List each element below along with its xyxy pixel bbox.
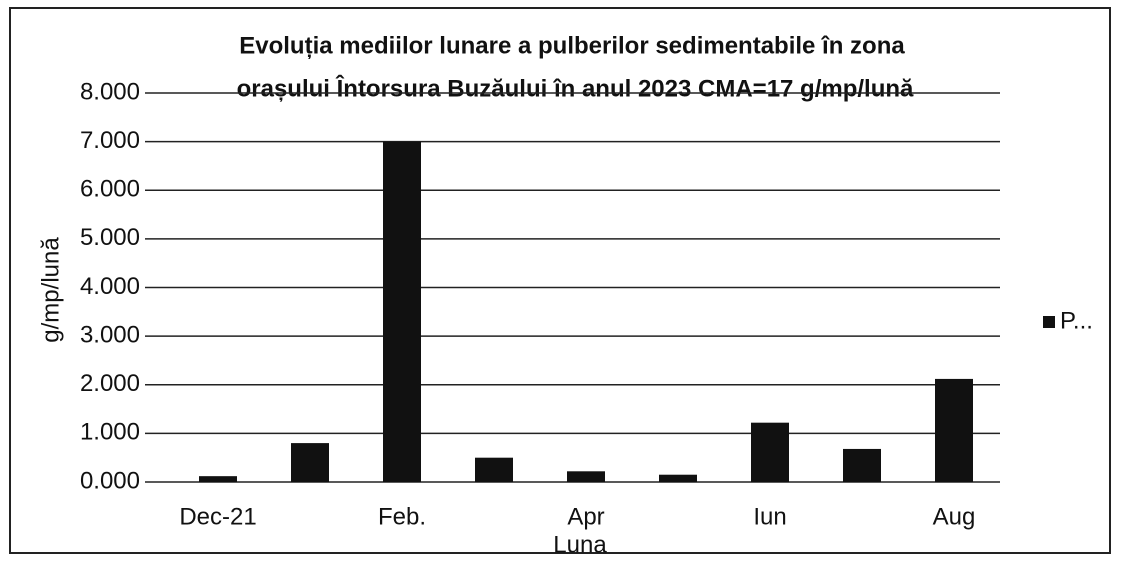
bar	[567, 471, 605, 482]
x-tick-label: Aug	[933, 503, 976, 530]
y-tick-label: 7.000	[80, 127, 140, 154]
y-tick-label: 1.000	[80, 419, 140, 446]
x-tick-label: Feb.	[378, 503, 426, 530]
x-tick-label: Iun	[753, 503, 786, 530]
y-tick-label: 8.000	[80, 78, 140, 105]
bar	[291, 443, 329, 482]
x-tick-label: Apr	[567, 503, 604, 530]
bar	[475, 457, 513, 482]
bar	[383, 141, 421, 482]
chart-title: orașului Întorsura Buzăului în anul 2023…	[237, 74, 914, 102]
x-tick-label: Dec-21	[179, 503, 256, 530]
legend-label: P...	[1060, 307, 1093, 334]
bar	[843, 448, 881, 482]
y-tick-label: 0.000	[80, 467, 140, 494]
chart-title: Evoluția mediilor lunare a pulberilor se…	[239, 32, 905, 59]
bar	[751, 422, 789, 482]
y-tick-label: 3.000	[80, 321, 140, 348]
bar	[199, 476, 237, 482]
y-tick-label: 2.000	[80, 370, 140, 397]
frame	[9, 7, 1111, 554]
y-tick-label: 4.000	[80, 273, 140, 300]
y-tick-label: 5.000	[80, 224, 140, 251]
y-tick-label: 6.000	[80, 176, 140, 203]
bar	[659, 474, 697, 482]
x-axis-label: Luna	[553, 531, 607, 558]
bar	[935, 378, 973, 482]
y-axis-label: g/mp/lună	[37, 237, 64, 343]
legend-swatch	[1043, 316, 1055, 328]
